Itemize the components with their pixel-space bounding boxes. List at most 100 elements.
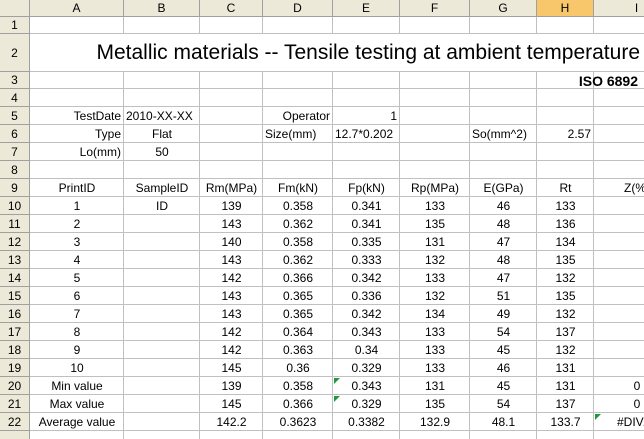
cell-text: 136 [555,217,576,231]
cell [333,287,400,305]
cell [594,161,644,179]
row-header: 14 [0,269,30,287]
cell [400,323,470,341]
row-header: 3 [0,72,30,89]
cell-text: 132.9 [419,415,451,429]
cell [470,305,537,323]
cell [400,431,470,439]
row-header [0,431,30,439]
cell [594,269,644,287]
cell [470,323,537,341]
cell-text: 4 [73,253,81,267]
cell-text: ID [156,199,168,213]
cell [124,125,200,143]
cell-text: 134 [424,307,446,321]
cell [537,215,594,233]
cell-text: 5 [73,271,81,285]
cell-text: 145 [221,361,242,375]
row-header: 19 [0,359,30,377]
cell [124,233,200,251]
cell-text: 0 [633,397,641,411]
row-header: 17 [0,323,30,341]
cell [537,34,594,72]
cell [594,341,644,359]
column-header: B [124,0,200,17]
cell [333,323,400,341]
cell [263,431,333,439]
cell [333,359,400,377]
cell [200,395,263,413]
column-header: F [400,0,470,17]
cell [537,233,594,251]
row-header: 15 [0,287,30,305]
cell [333,89,400,107]
row-header: 11 [0,215,30,233]
cell [594,377,644,395]
cell-text: 0.343 [351,325,382,339]
cell-text: 8 [73,325,81,339]
row-header: 13 [0,251,30,269]
cell [537,341,594,359]
cell [594,413,644,431]
cell [30,359,124,377]
cell [400,161,470,179]
row-header: 20 [0,377,30,395]
cell [400,215,470,233]
cell [400,305,470,323]
cell-text: Rm(MPa) [205,181,258,195]
cell [537,323,594,341]
cell-text: 133 [424,361,446,375]
cell-text: 0.329 [351,361,382,375]
cell [400,89,470,107]
cell [594,179,644,197]
cell-text: 2010-XX-XX [126,109,193,123]
cell [200,287,263,305]
cell-text: 132 [555,271,576,285]
cell [537,431,594,439]
cell [470,395,537,413]
cell [400,179,470,197]
cell-text: 7 [73,307,81,321]
cell [263,197,333,215]
cell-text: 139 [221,199,242,213]
cell-text: So(mm^2) [472,127,527,141]
cell-text: 132 [555,307,576,321]
cell-text: Operator [282,109,330,123]
cell-text: 0.3382 [348,415,385,429]
cell-text: Rt [559,181,572,195]
sheet-title: Metallic materials -- Tensile testing at… [96,41,640,64]
cell [263,305,333,323]
cell-text: 0.342 [351,271,382,285]
cell-text: 0.342 [351,307,382,321]
cell-text: 12.7*0.202 [335,127,394,141]
cell [594,89,644,107]
cell [594,215,644,233]
cell [594,107,644,125]
cell [537,269,594,287]
column-header: H [537,0,594,17]
cell-text: 0.329 [351,397,382,411]
cell-text: 2 [73,217,81,231]
row-header: 16 [0,305,30,323]
cell-text: Size(mm) [265,127,317,141]
cell-text: 0.363 [282,343,314,357]
cell [30,17,124,34]
cell [124,215,200,233]
cell-text: 0.336 [351,289,382,303]
cell-text: TestDate [73,109,121,123]
cell [594,359,644,377]
column-header: I [594,0,644,17]
cell [470,341,537,359]
cell [333,17,400,34]
cell [200,413,263,431]
cell-text: 0.3623 [279,415,317,429]
cell [200,107,263,125]
cell [30,34,124,72]
cell-text: 45 [496,379,511,393]
cell [537,197,594,215]
cell-text: 133 [424,325,446,339]
cell [537,413,594,431]
cell-text: Rp(MPa) [410,181,459,195]
cell [333,107,400,125]
cell-text: 0.333 [351,253,382,267]
